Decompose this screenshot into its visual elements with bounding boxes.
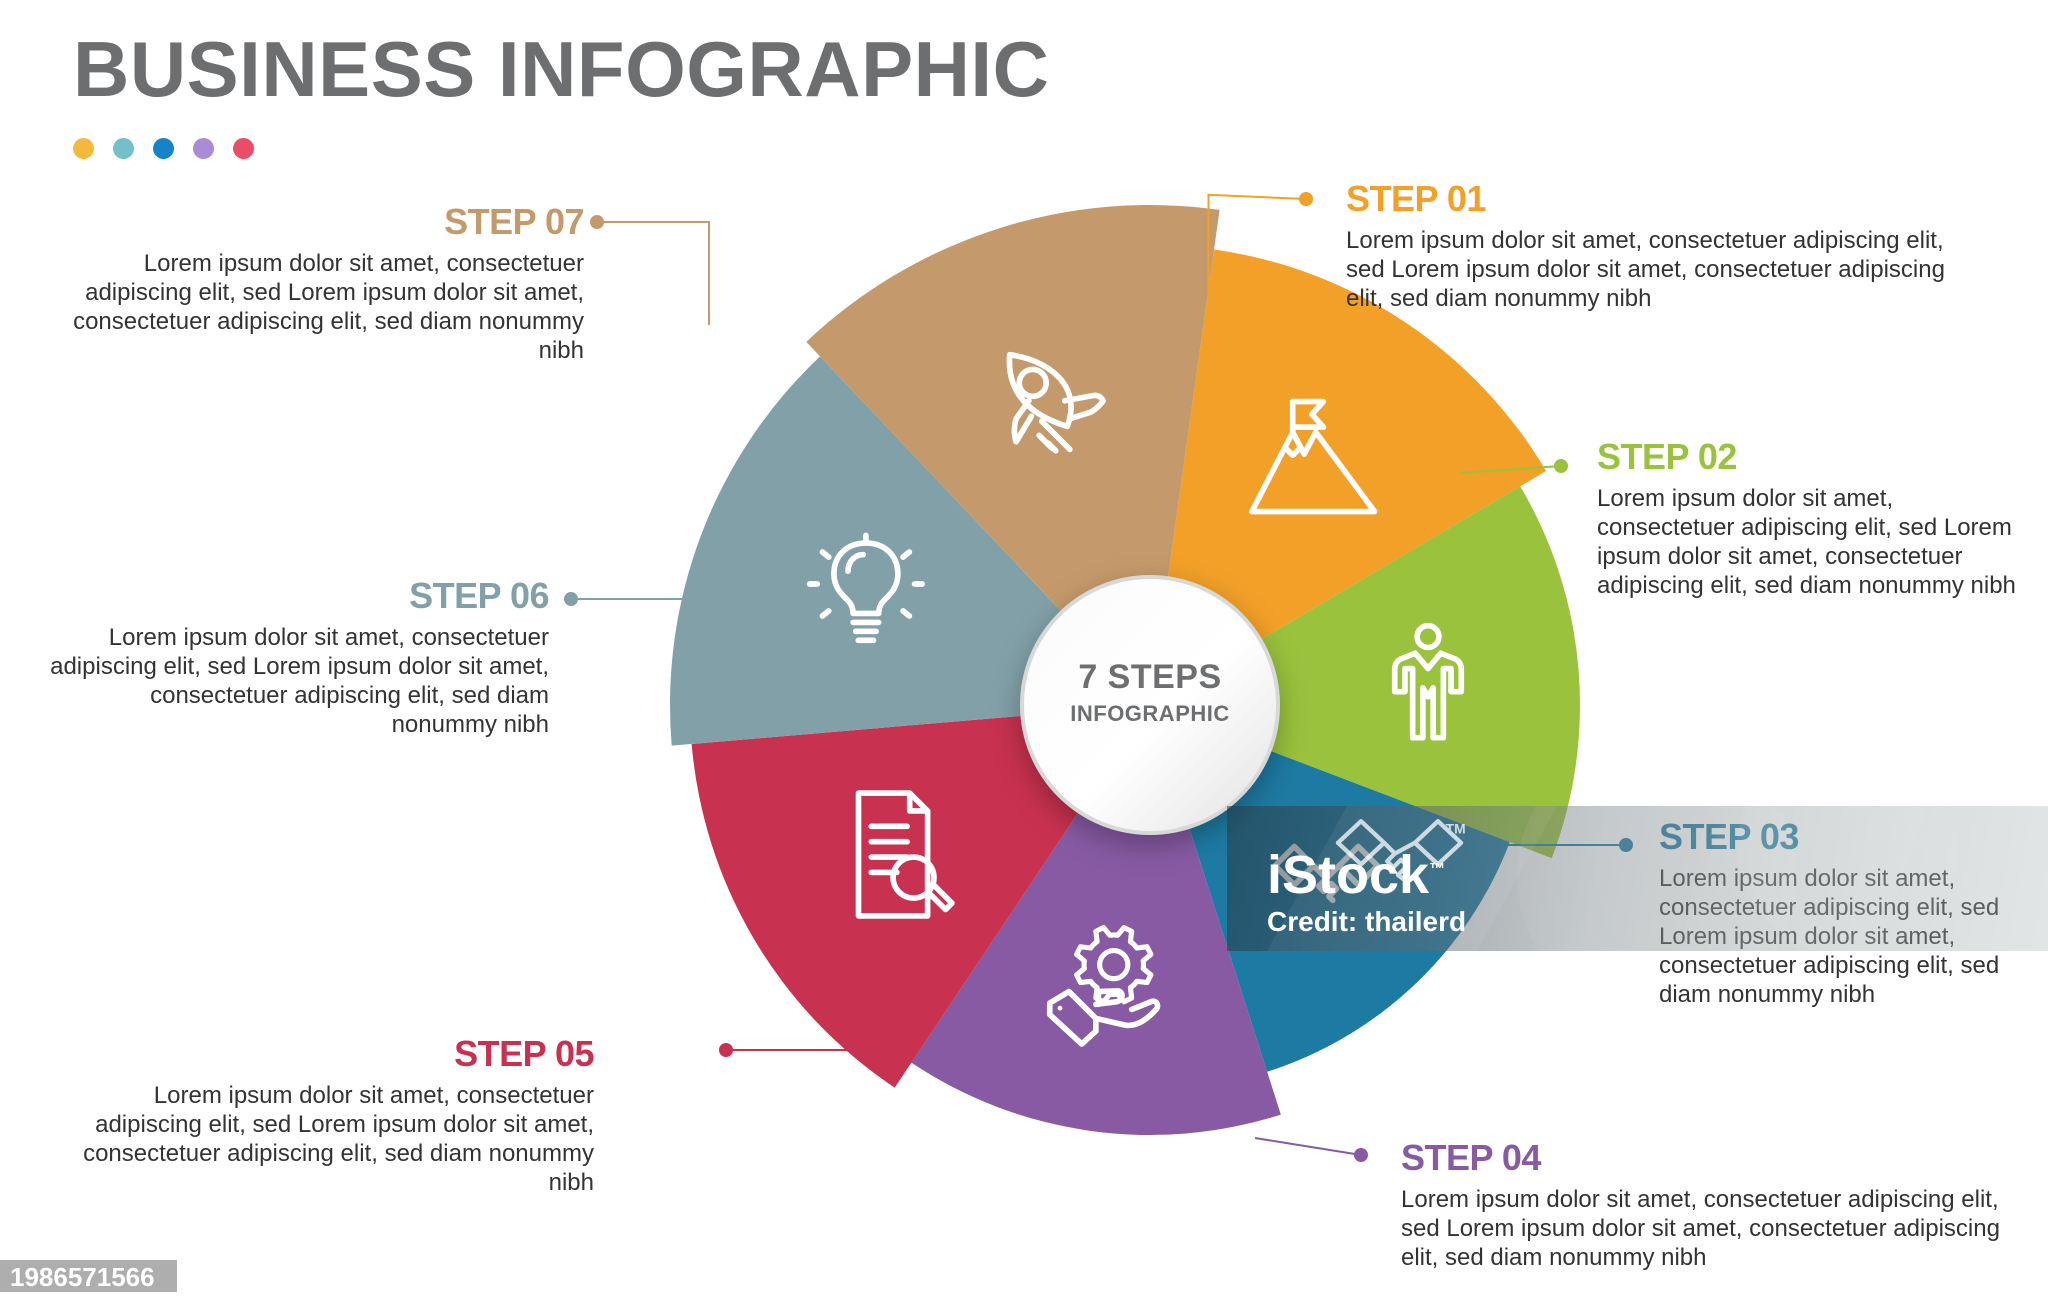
svg-text:TM: TM (1446, 821, 1466, 837)
